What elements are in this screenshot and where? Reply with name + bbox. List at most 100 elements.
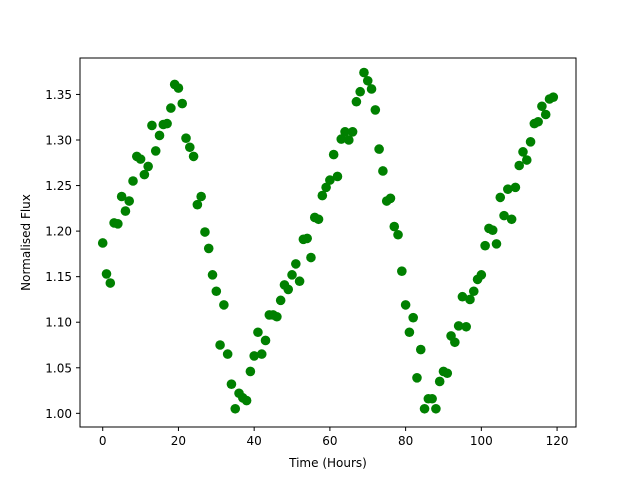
data-point bbox=[317, 190, 328, 201]
data-point bbox=[453, 321, 464, 331]
y-tick-label: 1.10 bbox=[45, 316, 72, 330]
data-point bbox=[245, 366, 256, 377]
y-tick-label: 1.15 bbox=[45, 270, 72, 284]
data-point bbox=[525, 137, 536, 147]
y-tick-label: 1.20 bbox=[45, 225, 72, 239]
y-tick-label: 1.05 bbox=[45, 361, 72, 375]
x-tick-label: 100 bbox=[470, 434, 493, 448]
data-point bbox=[412, 373, 422, 383]
data-point bbox=[325, 175, 335, 185]
data-point bbox=[116, 191, 127, 202]
data-point bbox=[147, 120, 157, 131]
data-point bbox=[294, 276, 305, 287]
data-point bbox=[461, 321, 472, 332]
data-point bbox=[468, 286, 479, 297]
data-point bbox=[181, 133, 191, 143]
data-point bbox=[514, 160, 525, 171]
x-tick-label: 40 bbox=[247, 434, 262, 448]
data-point bbox=[480, 240, 490, 251]
data-point bbox=[419, 403, 430, 414]
data-point bbox=[150, 146, 161, 156]
data-point bbox=[105, 278, 116, 288]
data-point bbox=[389, 221, 400, 232]
data-point bbox=[192, 199, 203, 210]
data-point bbox=[226, 379, 237, 389]
data-point bbox=[332, 171, 343, 182]
y-tick-label: 1.35 bbox=[45, 88, 72, 102]
data-point bbox=[139, 169, 150, 180]
plot-frame bbox=[79, 57, 577, 428]
data-point bbox=[253, 327, 263, 338]
data-points bbox=[97, 67, 559, 414]
data-point bbox=[518, 147, 528, 157]
data-point bbox=[154, 130, 165, 141]
data-point bbox=[503, 184, 513, 194]
data-point bbox=[260, 335, 271, 346]
data-point bbox=[97, 238, 108, 248]
data-point bbox=[196, 191, 206, 202]
x-tick-label: 60 bbox=[322, 434, 337, 448]
y-tick-label: 1.30 bbox=[45, 134, 72, 148]
data-point bbox=[313, 214, 324, 225]
data-point bbox=[328, 149, 339, 160]
x-tick-label: 80 bbox=[398, 434, 413, 448]
data-point bbox=[336, 134, 347, 144]
data-point bbox=[499, 210, 509, 221]
data-point bbox=[162, 118, 172, 129]
data-point bbox=[340, 127, 350, 137]
data-point bbox=[128, 176, 138, 186]
data-point bbox=[113, 219, 123, 229]
data-point bbox=[370, 105, 381, 115]
x-tick-label: 20 bbox=[171, 434, 186, 448]
data-point bbox=[442, 368, 453, 379]
data-point bbox=[135, 154, 146, 164]
data-point bbox=[291, 259, 301, 269]
data-point bbox=[166, 103, 176, 113]
data-point bbox=[431, 403, 441, 414]
x-tick-label: 0 bbox=[99, 434, 107, 448]
data-point bbox=[351, 96, 362, 107]
data-point bbox=[283, 284, 294, 295]
data-point bbox=[540, 109, 551, 120]
data-point bbox=[450, 337, 460, 348]
data-point bbox=[120, 206, 131, 216]
data-point bbox=[173, 83, 184, 93]
data-point bbox=[101, 269, 112, 279]
data-point bbox=[537, 101, 547, 112]
data-point bbox=[207, 270, 218, 280]
data-point bbox=[359, 67, 369, 78]
data-point bbox=[465, 294, 475, 305]
data-point bbox=[548, 92, 559, 102]
data-point bbox=[374, 144, 384, 154]
data-point bbox=[222, 349, 233, 359]
data-point bbox=[404, 327, 415, 338]
data-point bbox=[495, 192, 506, 203]
data-point bbox=[185, 142, 195, 153]
data-point bbox=[287, 270, 297, 280]
data-point bbox=[215, 340, 225, 350]
data-point bbox=[143, 161, 153, 172]
data-point bbox=[211, 286, 222, 297]
data-point bbox=[302, 233, 312, 244]
data-point bbox=[506, 214, 517, 225]
data-point bbox=[434, 376, 445, 387]
data-point bbox=[256, 349, 267, 359]
data-point bbox=[415, 344, 426, 355]
data-point bbox=[347, 127, 358, 137]
data-point bbox=[533, 116, 543, 127]
data-point bbox=[408, 312, 418, 323]
data-point bbox=[491, 239, 502, 249]
data-point bbox=[521, 155, 532, 165]
data-point bbox=[355, 86, 365, 97]
data-point bbox=[219, 300, 229, 310]
data-point bbox=[177, 98, 188, 109]
data-point bbox=[230, 403, 241, 414]
data-point bbox=[397, 266, 407, 277]
data-point bbox=[124, 196, 135, 206]
data-point bbox=[366, 84, 377, 94]
data-point bbox=[457, 291, 468, 302]
x-axis-ticks: 0 20 40 60 80 100 120 bbox=[99, 427, 569, 448]
data-point bbox=[272, 311, 282, 322]
